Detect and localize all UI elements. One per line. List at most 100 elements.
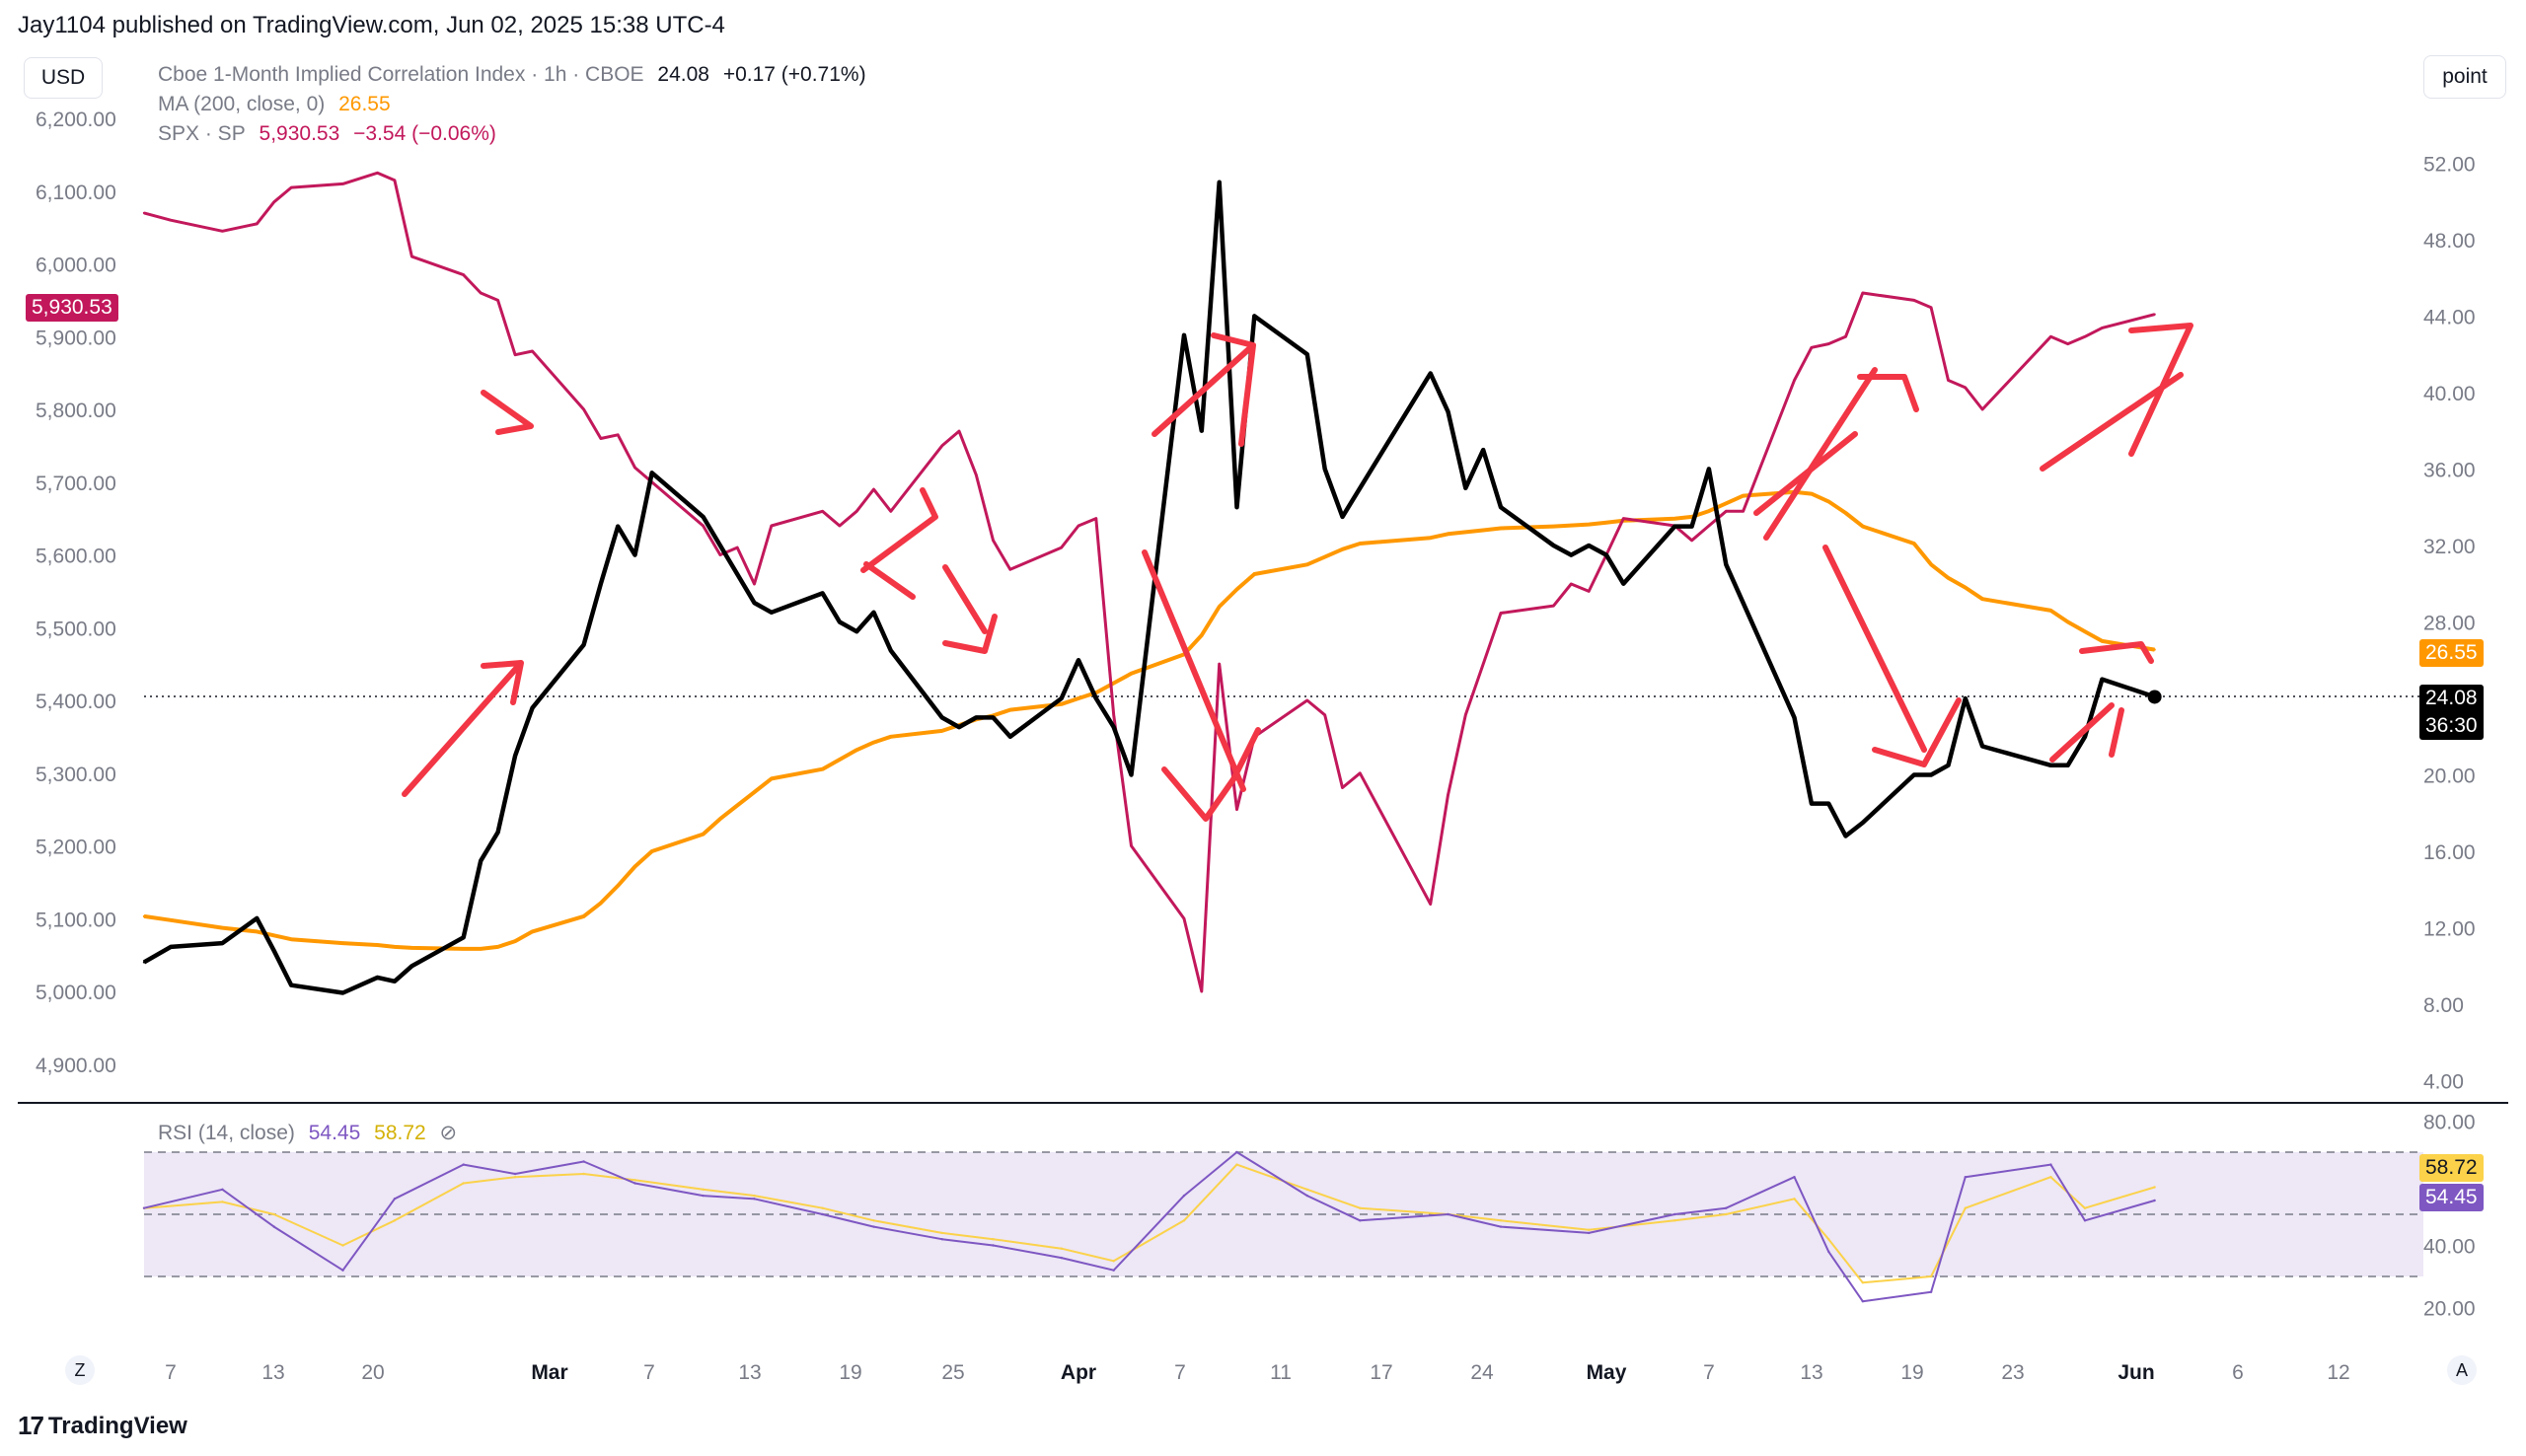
ma-series-point bbox=[1570, 524, 1573, 527]
rsi-ma-series-point bbox=[582, 1172, 585, 1176]
ma-price-tag: 26.55 bbox=[2419, 639, 2484, 667]
rsi-ma-series bbox=[143, 1163, 2155, 1284]
countdown-tag: 36:30 bbox=[2419, 712, 2484, 740]
ma-series-point bbox=[1130, 672, 1133, 675]
rsi-series-point bbox=[1112, 1269, 1115, 1272]
zoom-reset-button[interactable]: Z bbox=[65, 1355, 95, 1385]
spx-tick-label: 5,000.00 bbox=[36, 982, 116, 1004]
tradingview-brand[interactable]: 17 TradingView bbox=[18, 1411, 187, 1441]
rsi-ma-tag: 58.72 bbox=[2419, 1154, 2484, 1182]
spx-series-point bbox=[1552, 604, 1555, 608]
legend-main[interactable]: Cboe 1-Month Implied Correlation Index ·… bbox=[158, 63, 874, 87]
legend-rsi[interactable]: RSI (14, close) 54.45 58.72 ⊘ bbox=[158, 1121, 465, 1145]
spx-series-point bbox=[1008, 568, 1011, 571]
correlation-series-point bbox=[256, 916, 259, 920]
rsi-ma-series-point bbox=[1725, 1212, 1728, 1216]
last-value-dot bbox=[2147, 690, 2162, 704]
spx-series-point bbox=[393, 179, 397, 182]
spx-series-point bbox=[1341, 786, 1344, 789]
ma-series-point bbox=[1707, 509, 1711, 513]
ma-series-point bbox=[256, 930, 259, 933]
spx-tick-label: 5,800.00 bbox=[36, 400, 116, 422]
scale-mode-button[interactable]: point bbox=[2423, 55, 2506, 99]
spx-series-point bbox=[838, 524, 842, 528]
spx-series-point bbox=[1218, 662, 1221, 666]
main-tick-label: 40.00 bbox=[2423, 383, 2476, 405]
ma-series-point bbox=[633, 865, 636, 868]
rsi-ma-series-point bbox=[1112, 1260, 1115, 1263]
ma-series-point bbox=[1429, 537, 1432, 540]
ma-series-point bbox=[838, 758, 842, 762]
correlation-series-point bbox=[2066, 764, 2069, 766]
spx-series-point bbox=[272, 200, 275, 203]
spx-series-point bbox=[1359, 771, 1362, 774]
ma-line bbox=[142, 489, 2156, 951]
spx-series-point bbox=[1742, 510, 1745, 513]
correlation-series-point bbox=[2049, 764, 2052, 766]
rsi-ma-series-point bbox=[1793, 1198, 1796, 1201]
correlation-series-point bbox=[753, 601, 756, 605]
legend-ma[interactable]: MA (200, close, 0) 26.55 bbox=[158, 93, 399, 116]
x-tick-label: 7 bbox=[1174, 1361, 1186, 1384]
ma-series-point bbox=[650, 849, 653, 853]
correlation-series-point bbox=[1742, 601, 1745, 605]
spx-series-point bbox=[410, 255, 413, 258]
ma-series-point bbox=[2083, 630, 2087, 633]
spx-series-point bbox=[2101, 327, 2104, 329]
rsi-ma-series-point bbox=[1827, 1238, 1830, 1241]
rsi-ma-series-point bbox=[633, 1179, 636, 1182]
spx-series-point bbox=[1182, 917, 1186, 920]
x-tick-label: 13 bbox=[738, 1361, 761, 1384]
rsi-ma-series-point bbox=[1182, 1219, 1186, 1222]
rsi-series-point bbox=[1725, 1206, 1728, 1209]
correlation-series-point bbox=[599, 582, 603, 585]
ma-series-point bbox=[1112, 682, 1115, 685]
annotation-arrow bbox=[860, 487, 938, 600]
tradingview-logo-icon: 17 bbox=[18, 1411, 44, 1440]
x-tick-label: 13 bbox=[261, 1361, 284, 1384]
legend-spx-change: −3.54 (−0.06%) bbox=[353, 122, 496, 145]
ma-series-point bbox=[1861, 525, 1865, 528]
axes: 4,900.00 5,000.00 5,100.00 5,200.00 5,300.00… bbox=[36, 109, 2476, 1384]
correlation-series-point bbox=[736, 572, 739, 576]
ma-series-point bbox=[1810, 492, 1814, 495]
annotation-arrow bbox=[1142, 549, 1261, 822]
spx-series-point bbox=[290, 185, 293, 189]
rsi-ma-series-point bbox=[513, 1176, 517, 1179]
legend-rsi-ma-value: 58.72 bbox=[374, 1122, 426, 1144]
main-tick-label: 8.00 bbox=[2423, 994, 2464, 1017]
main-tick-label: 12.00 bbox=[2423, 918, 2476, 941]
correlation-series-point bbox=[1690, 525, 1693, 528]
correlation-series-point bbox=[376, 976, 379, 980]
main-tick-label: 20.00 bbox=[2423, 765, 2476, 788]
spx-tick-label: 6,200.00 bbox=[36, 109, 116, 131]
correlation-series-point bbox=[1429, 372, 1432, 375]
spx-series-point bbox=[496, 299, 499, 302]
correlation-series-point bbox=[1112, 725, 1115, 729]
rsi-series-point bbox=[1499, 1225, 1503, 1228]
legend-spx[interactable]: SPX · SP 5,930.53 −3.54 (−0.06%) bbox=[158, 122, 504, 146]
correlation-series-point bbox=[1182, 333, 1186, 336]
ma-series-point bbox=[462, 947, 465, 951]
rsi-ma-series-point bbox=[1060, 1247, 1063, 1250]
spx-tick-label: 5,200.00 bbox=[36, 837, 116, 859]
drawn-arrows[interactable] bbox=[402, 323, 2193, 822]
ma-series-point bbox=[889, 735, 892, 738]
auto-scale-button[interactable]: A bbox=[2447, 1355, 2477, 1385]
spx-series-point bbox=[1112, 713, 1115, 716]
ma-series-point bbox=[1077, 696, 1080, 700]
spx-series-point bbox=[1690, 539, 1693, 542]
correlation-series-point bbox=[169, 945, 173, 949]
spx-series-point bbox=[821, 510, 824, 513]
currency-button[interactable]: USD bbox=[24, 57, 103, 99]
ma-series-point bbox=[1742, 494, 1745, 497]
correlation-series-point bbox=[957, 725, 961, 729]
spx-series-point bbox=[480, 291, 483, 295]
correlation-line bbox=[142, 180, 2162, 995]
spx-series-point bbox=[872, 487, 875, 491]
correlation-series-point bbox=[992, 716, 995, 719]
rsi-series-point bbox=[1964, 1176, 1968, 1179]
correlation-series-point bbox=[1305, 353, 1309, 356]
rsi-ma-series-point bbox=[702, 1188, 705, 1192]
